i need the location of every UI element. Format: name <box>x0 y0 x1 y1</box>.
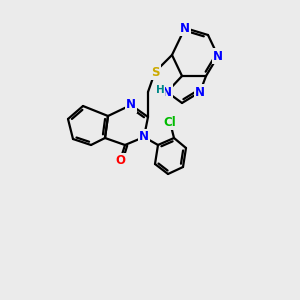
Text: N: N <box>139 130 149 143</box>
Text: N: N <box>126 98 136 112</box>
Text: O: O <box>115 154 125 167</box>
Text: N: N <box>180 22 190 34</box>
Text: Cl: Cl <box>164 116 176 128</box>
Text: N: N <box>195 85 205 98</box>
Text: N: N <box>213 50 223 62</box>
Text: H: H <box>156 85 164 95</box>
Text: N: N <box>162 85 172 98</box>
Text: S: S <box>151 65 159 79</box>
